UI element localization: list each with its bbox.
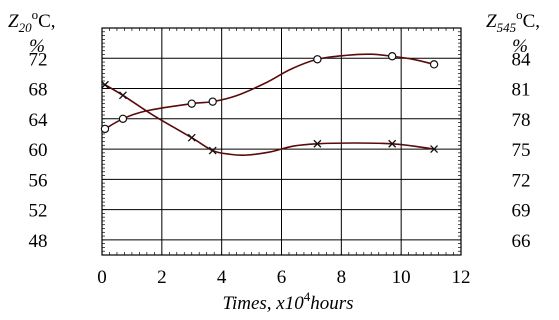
data-point-circle-6 (429, 60, 439, 69)
x-tick-label-2: 4 (217, 267, 227, 288)
x-tick-label-0: 0 (97, 267, 107, 288)
data-point-x-5 (388, 139, 397, 148)
left-tick-label-0: 72 (29, 49, 48, 70)
x-tick-label-5: 10 (392, 267, 411, 288)
x-marker-stroke (313, 139, 322, 148)
data-point-x-4 (313, 139, 322, 148)
left-tick-label-5: 52 (29, 201, 48, 222)
data-point-circle-0 (100, 124, 110, 134)
right-axis-deg: o (516, 7, 523, 22)
x-marker-stroke (101, 80, 109, 89)
left-axis-percent: % (29, 36, 45, 57)
left-tick-label-6: 48 (29, 231, 48, 252)
data-point-x-0 (101, 80, 109, 89)
right-axis-sub: 545 (497, 20, 517, 35)
left-axis-main: Z (8, 11, 19, 32)
x-axis-suffix: hours (310, 293, 353, 314)
left-tick-label-2: 64 (29, 110, 49, 131)
left-axis-unit: C, (38, 11, 55, 32)
right-tick-label-1: 81 (512, 80, 531, 101)
right-tick-labels: 84 81 78 75 72 69 66 (512, 49, 532, 252)
right-tick-label-3: 75 (512, 140, 531, 161)
right-axis-unit: C, (523, 11, 540, 32)
x-marker-stroke (430, 145, 439, 154)
right-tick-label-0: 84 (512, 49, 532, 70)
x-axis-prefix: Times, x10 (222, 293, 304, 314)
x-marker-stroke (118, 91, 127, 100)
data-point-circle-3 (208, 97, 217, 106)
data-point-circle-5 (387, 52, 397, 61)
plot-frame (101, 27, 462, 256)
x-axis-exponent: 4 (304, 289, 311, 304)
data-point-circle-4 (313, 55, 322, 64)
left-tick-labels: 72 68 64 60 56 52 48 (29, 49, 49, 252)
right-tick-label-4: 72 (512, 170, 531, 191)
x-marker-stroke (208, 146, 217, 155)
series-1-x (101, 80, 439, 157)
right-axis-title: Z545oC, (486, 7, 540, 35)
data-point-x-1 (118, 91, 127, 100)
data-point-x-3 (208, 146, 217, 155)
right-tick-label-2: 78 (512, 110, 531, 131)
right-tick-label-5: 69 (512, 201, 531, 222)
left-tick-label-1: 68 (29, 80, 48, 101)
series-line (104, 84, 435, 157)
right-axis-main: Z (486, 11, 497, 32)
left-axis-title: Z20oC, (8, 7, 56, 35)
data-point-circle-1 (118, 114, 128, 124)
series-0-circle (100, 52, 439, 134)
series (100, 52, 439, 157)
x-tick-labels: 0 2 4 6 8 10 12 (97, 267, 470, 288)
left-tick-label-4: 56 (29, 170, 48, 191)
right-tick-label-6: 66 (512, 231, 531, 252)
left-tick-label-3: 60 (29, 140, 48, 161)
x-tick-label-3: 6 (277, 267, 287, 288)
left-axis-sub: 20 (19, 20, 33, 35)
data-point-x-6 (430, 145, 439, 154)
right-axis-percent: % (512, 36, 528, 57)
grid (102, 28, 461, 255)
x-axis-title: Times, x104hours (222, 289, 353, 314)
data-point-x-2 (187, 133, 196, 142)
x-tick-label-1: 2 (157, 267, 167, 288)
x-tick-label-6: 12 (452, 267, 471, 288)
x-tick-label-4: 8 (337, 267, 347, 288)
x-marker-stroke (388, 139, 397, 148)
series-line (104, 53, 435, 130)
data-point-circle-2 (187, 99, 196, 108)
x-marker-stroke (187, 133, 196, 142)
left-axis-deg: o (32, 7, 39, 22)
